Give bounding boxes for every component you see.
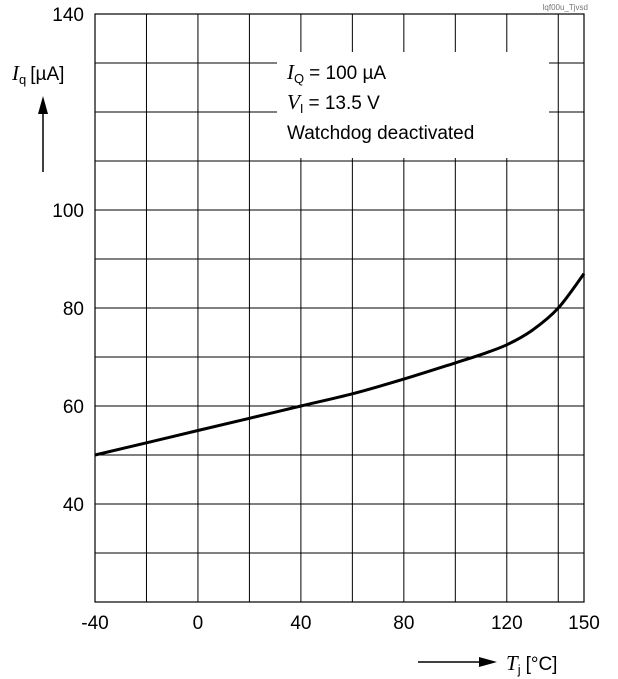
y-axis-symbol: I [11, 61, 20, 85]
annotation-line: IQ = 100 µA [286, 60, 386, 86]
annotation-symbol: V [287, 90, 302, 114]
x-tick-label: 0 [193, 613, 204, 634]
y-tick-labels: 140 100 80 60 40 [52, 5, 84, 516]
y-axis-unit: [µA] [30, 64, 64, 85]
annotation-sub: Q [294, 71, 304, 86]
annotation-symbol: I [286, 60, 295, 84]
y-tick-label: 140 [52, 5, 84, 26]
x-tick-label: 40 [290, 613, 311, 634]
x-tick-label: 120 [491, 613, 523, 634]
y-axis-label: Iq [µA] [11, 61, 64, 172]
y-tick-label: 100 [52, 201, 84, 222]
annotation-sub: I [300, 101, 304, 116]
y-tick-label: 40 [63, 495, 84, 516]
annotation-line: Watchdog deactivated [287, 123, 474, 144]
annotation-box [277, 52, 549, 158]
x-axis-arrowhead [479, 657, 497, 667]
y-axis-arrowhead [38, 96, 48, 114]
figure-id: Iqf00u_Tjvsd [542, 3, 588, 12]
y-axis-sub: q [19, 72, 26, 87]
annotation-text: = 100 µA [309, 63, 386, 84]
annotations: IQ = 100 µA VI = 13.5 V Watchdog deactivated [286, 60, 474, 144]
y-tick-label: 80 [63, 299, 84, 320]
series-layer [94, 272, 586, 457]
x-axis-sub: j [517, 662, 521, 677]
x-tick-labels: -40 0 40 80 120 150 [81, 613, 600, 634]
series-line [94, 272, 586, 457]
x-axis-label: Tj [°C] [418, 651, 557, 677]
x-axis-unit: [°C] [526, 654, 558, 675]
svg-text:Tj[°C]: Tj [°C] [506, 651, 557, 677]
y-tick-label: 60 [63, 397, 84, 418]
x-tick-label: -40 [81, 613, 108, 634]
svg-text:Iq[µA]: Iq [µA] [11, 61, 64, 87]
x-tick-label: 80 [393, 613, 414, 634]
annotation-line: VI = 13.5 V [287, 90, 380, 116]
x-tick-label: 150 [568, 613, 600, 634]
annotation-text: Watchdog deactivated [287, 123, 474, 144]
x-axis-symbol: T [506, 651, 519, 675]
annotation-text: = 13.5 V [308, 93, 380, 114]
plot-frame [94, 13, 585, 603]
